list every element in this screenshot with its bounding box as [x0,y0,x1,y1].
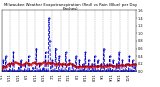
Text: Milwaukee Weather Evapotranspiration (Red) vs Rain (Blue) per Day (Inches): Milwaukee Weather Evapotranspiration (Re… [4,3,137,11]
